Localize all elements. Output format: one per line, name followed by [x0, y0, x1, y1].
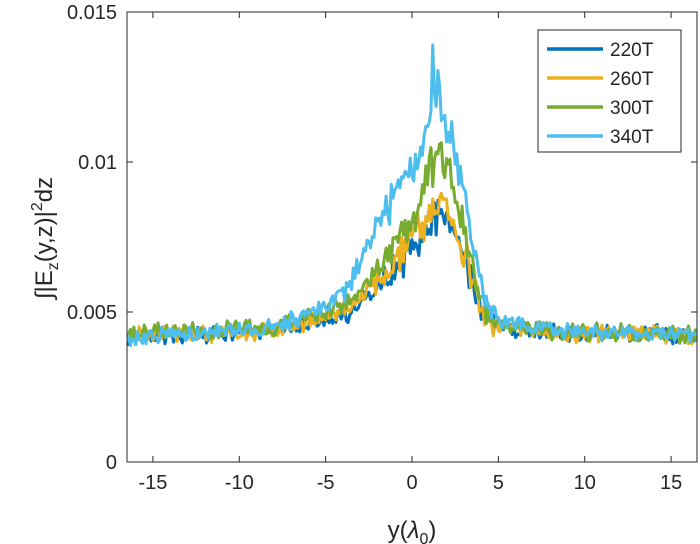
legend-label-220T: 220T: [610, 40, 654, 61]
x-tick-label: 0: [406, 472, 417, 494]
x-tick-label: -5: [317, 472, 335, 494]
series-line-340T: [127, 43, 697, 347]
x-tick-label: 15: [660, 472, 682, 494]
y-tick-label: 0.015: [67, 2, 117, 24]
x-tick-label: -15: [138, 472, 167, 494]
legend-label-340T: 340T: [610, 127, 654, 148]
x-tick-label: 10: [574, 472, 596, 494]
series-line-260T: [127, 191, 697, 346]
y-tick-label: 0.01: [78, 152, 117, 174]
legend: 220T 260T 300T 340T: [537, 29, 682, 153]
x-axis-label: y(λ0): [388, 517, 437, 544]
x-tick-label: -10: [225, 472, 254, 494]
y-axis-label: ∫|Ez(y,z)|2dz: [29, 177, 62, 301]
y-tick-label: 0.005: [67, 302, 117, 324]
x-tick-label: 5: [493, 472, 504, 494]
axes: -15 -10 -5 0 5 10 15 0 0.005 0.01 0.015: [67, 2, 698, 494]
y-tick-label: 0: [106, 452, 117, 474]
legend-label-300T: 300T: [610, 98, 654, 119]
legend-label-260T: 260T: [610, 69, 654, 90]
